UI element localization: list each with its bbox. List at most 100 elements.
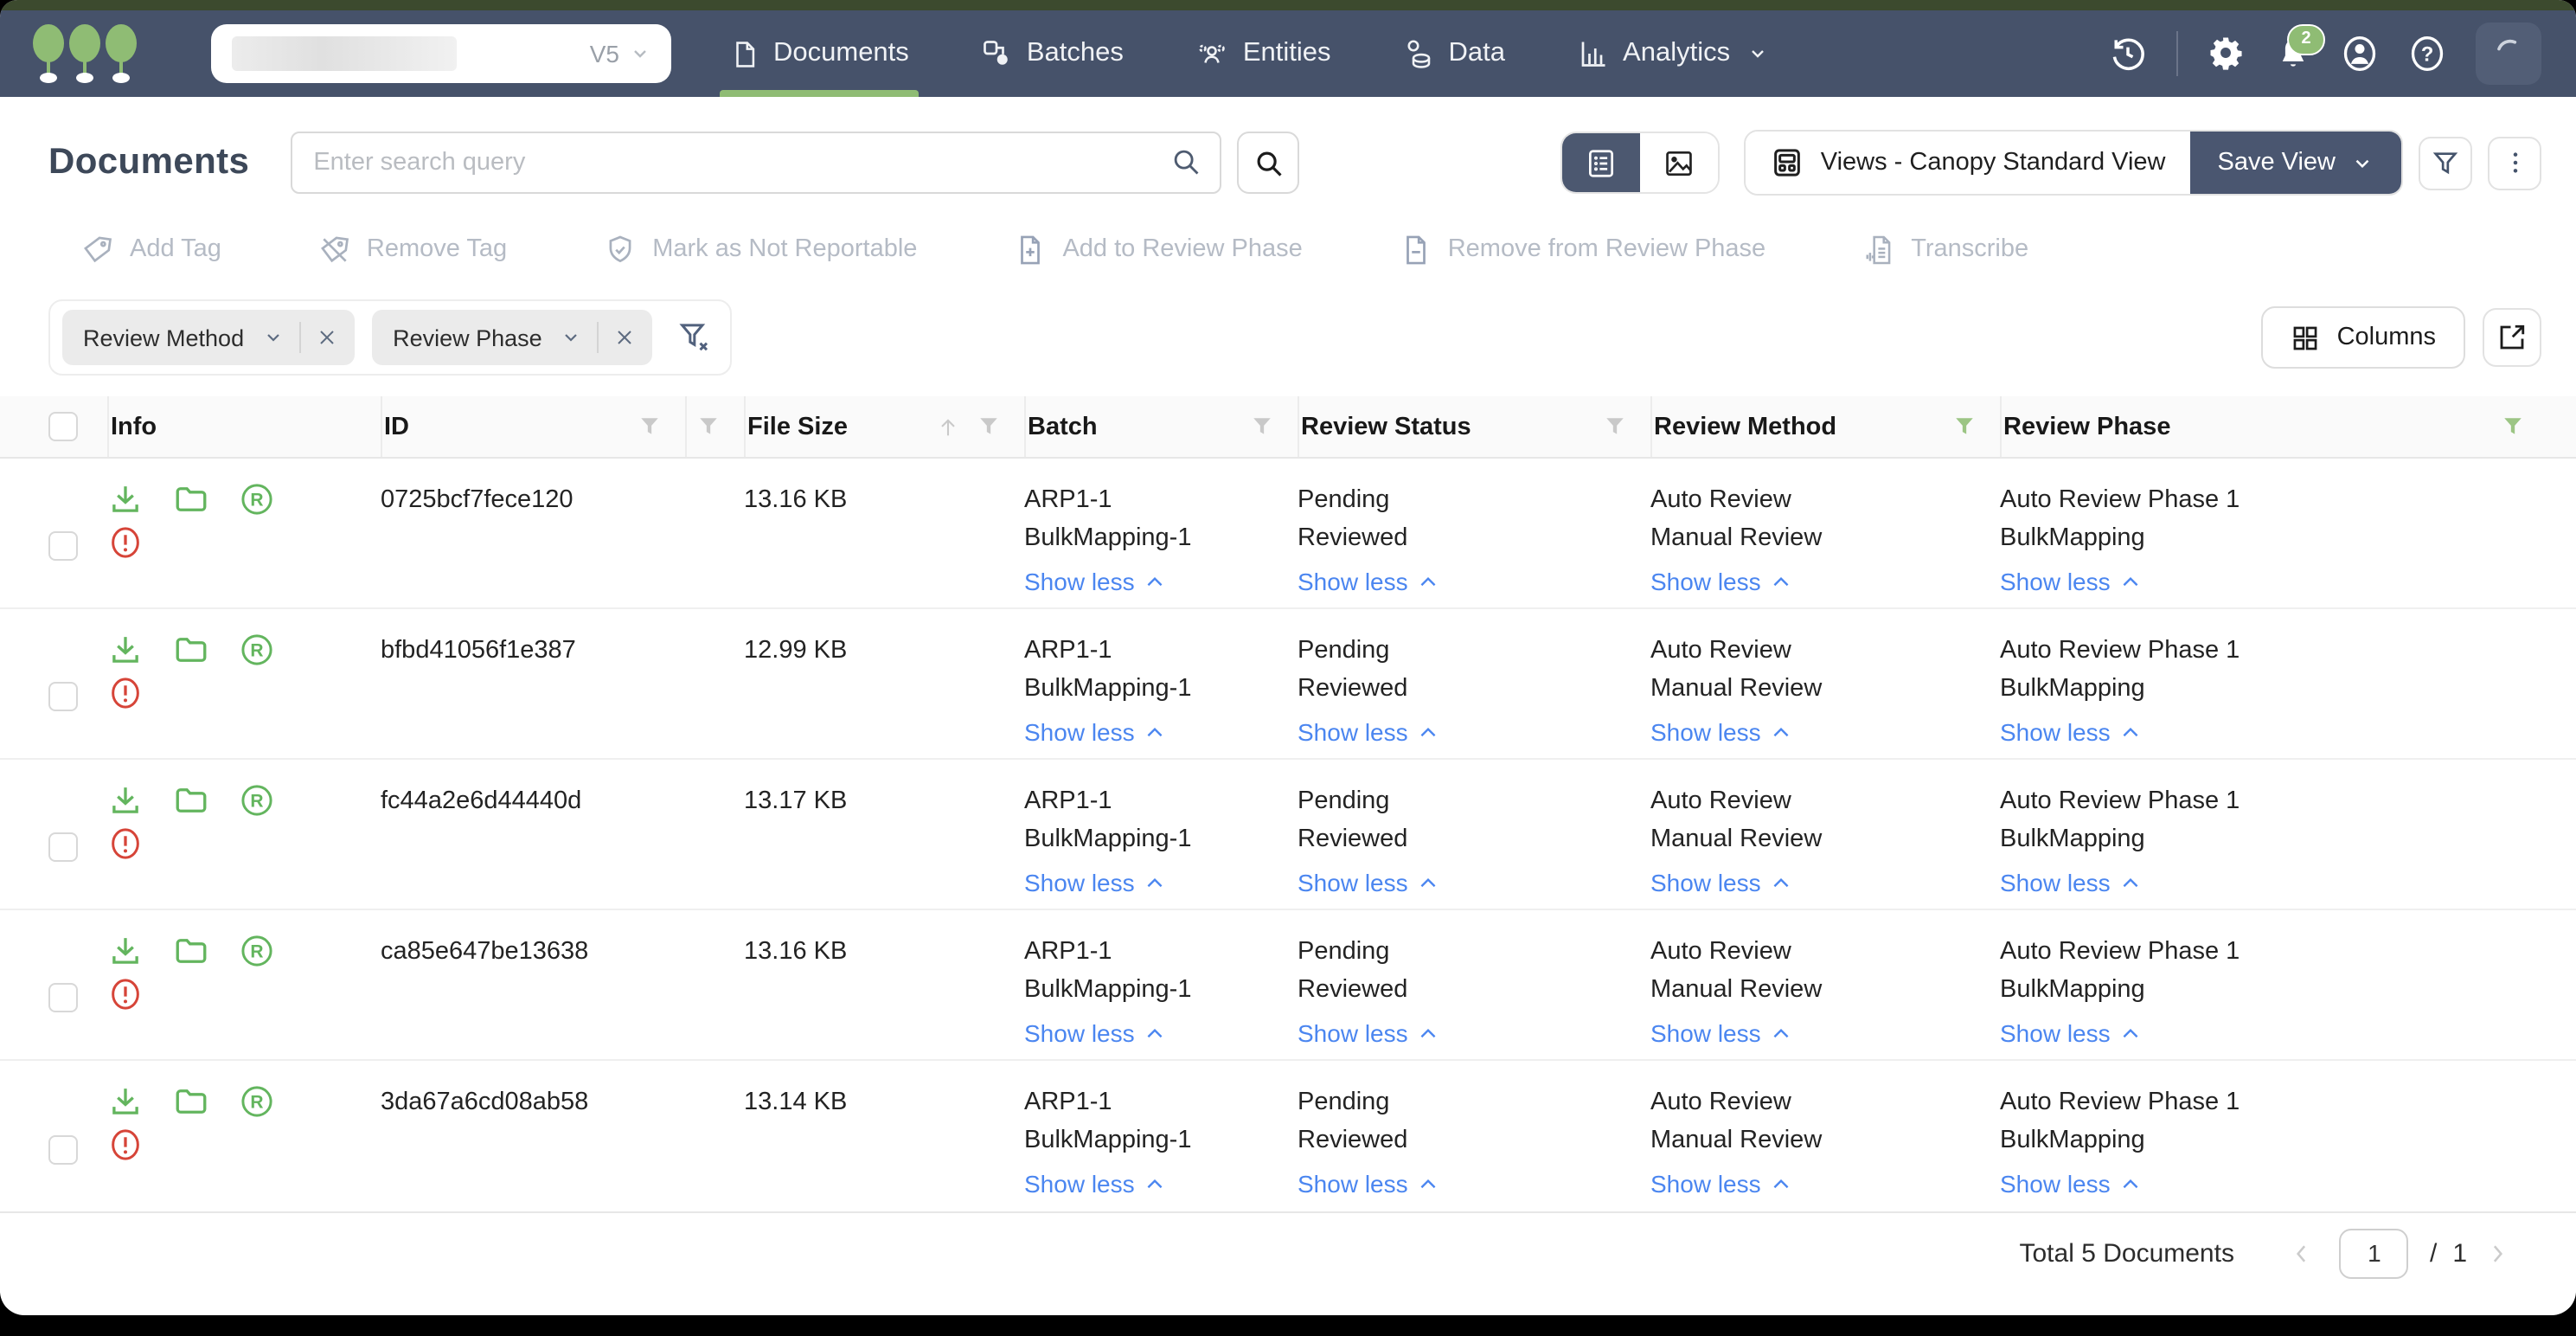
column-filter-icon[interactable] bbox=[697, 415, 720, 438]
reportable-icon[interactable]: R bbox=[239, 1083, 275, 1120]
reportable-icon[interactable]: R bbox=[239, 481, 275, 517]
show-less-link[interactable]: Show less bbox=[1650, 713, 2000, 751]
column-filter-icon[interactable] bbox=[1604, 415, 1626, 438]
tab-data[interactable]: Data bbox=[1400, 10, 1509, 97]
clear-all-filters-icon[interactable] bbox=[677, 320, 712, 355]
row-checkbox[interactable] bbox=[48, 531, 78, 561]
sort-asc-icon[interactable] bbox=[936, 414, 960, 439]
download-icon[interactable] bbox=[107, 933, 144, 969]
tab-batches[interactable]: Batches bbox=[978, 10, 1127, 97]
gallery-view-toggle[interactable] bbox=[1640, 133, 1719, 192]
download-icon[interactable] bbox=[107, 782, 144, 819]
alert-icon[interactable] bbox=[107, 976, 144, 1012]
show-less-link[interactable]: Show less bbox=[1024, 1014, 1298, 1052]
next-page-icon[interactable] bbox=[2484, 1240, 2510, 1266]
document-id[interactable]: 0725bcf7fece120 bbox=[381, 486, 574, 514]
show-less-link[interactable]: Show less bbox=[1298, 713, 1650, 751]
export-icon[interactable] bbox=[2483, 308, 2541, 367]
row-checkbox[interactable] bbox=[48, 832, 78, 862]
environment-select[interactable]: V5 bbox=[211, 24, 671, 83]
previous-page-icon[interactable] bbox=[2290, 1240, 2316, 1266]
table-row[interactable]: R 3da67a6cd08ab58 13.14 KB ARP1-1 BulkMa… bbox=[0, 1061, 2576, 1211]
folder-icon[interactable] bbox=[173, 1083, 209, 1120]
tab-analytics[interactable]: Analytics bbox=[1574, 10, 1772, 97]
show-less-link[interactable]: Show less bbox=[1650, 1014, 2000, 1052]
row-checkbox[interactable] bbox=[48, 983, 78, 1012]
show-less-link[interactable]: Show less bbox=[2000, 864, 2576, 902]
folder-icon[interactable] bbox=[173, 481, 209, 517]
remove-from-review-phase-action[interactable]: Remove from Review Phase bbox=[1400, 233, 1765, 266]
search-button[interactable] bbox=[1237, 132, 1300, 194]
show-less-link[interactable]: Show less bbox=[1024, 1165, 1298, 1203]
columns-button[interactable]: Columns bbox=[2260, 306, 2465, 369]
alert-icon[interactable] bbox=[107, 675, 144, 711]
download-icon[interactable] bbox=[107, 632, 144, 668]
remove-filter-icon[interactable] bbox=[317, 327, 337, 348]
show-less-link[interactable]: Show less bbox=[1024, 713, 1298, 751]
column-filter-icon[interactable] bbox=[977, 415, 1000, 438]
download-icon[interactable] bbox=[107, 481, 144, 517]
alert-icon[interactable] bbox=[107, 1127, 144, 1163]
views-select[interactable]: Views - Canopy Standard View bbox=[1746, 132, 2190, 194]
reportable-icon[interactable]: R bbox=[239, 782, 275, 819]
current-page-input[interactable]: 1 bbox=[2339, 1228, 2409, 1278]
document-id[interactable]: fc44a2e6d44440d bbox=[381, 787, 582, 815]
row-checkbox[interactable] bbox=[48, 682, 78, 711]
gear-icon[interactable] bbox=[2208, 35, 2246, 73]
more-options-button[interactable] bbox=[2488, 136, 2541, 189]
filter-button[interactable] bbox=[2419, 136, 2472, 189]
tab-documents[interactable]: Documents bbox=[720, 10, 920, 97]
column-filter-icon[interactable] bbox=[638, 415, 661, 438]
add-tag-action[interactable]: Add Tag bbox=[81, 233, 221, 266]
filter-chip-review-method[interactable]: Review Method bbox=[62, 310, 356, 365]
table-row[interactable]: R ca85e647be13638 13.16 KB ARP1-1 BulkMa… bbox=[0, 910, 2576, 1061]
show-less-link[interactable]: Show less bbox=[2000, 1014, 2576, 1052]
remove-filter-icon[interactable] bbox=[615, 327, 636, 348]
show-less-link[interactable]: Show less bbox=[1650, 1165, 2000, 1203]
show-less-link[interactable]: Show less bbox=[1298, 1165, 1650, 1203]
show-less-link[interactable]: Show less bbox=[1298, 562, 1650, 601]
show-less-link[interactable]: Show less bbox=[1650, 562, 2000, 601]
alert-icon[interactable] bbox=[107, 825, 144, 862]
reportable-icon[interactable]: R bbox=[239, 632, 275, 668]
show-less-link[interactable]: Show less bbox=[1298, 1014, 1650, 1052]
chevron-down-icon[interactable] bbox=[263, 327, 284, 348]
help-icon[interactable]: ? bbox=[2408, 35, 2446, 73]
alert-icon[interactable] bbox=[107, 524, 144, 561]
tab-entities[interactable]: Entities bbox=[1193, 10, 1335, 97]
show-less-link[interactable]: Show less bbox=[2000, 1165, 2576, 1203]
row-checkbox[interactable] bbox=[48, 1134, 78, 1164]
show-less-link[interactable]: Show less bbox=[1024, 864, 1298, 902]
table-row[interactable]: R fc44a2e6d44440d 13.17 KB ARP1-1 BulkMa… bbox=[0, 760, 2576, 910]
column-filter-icon[interactable] bbox=[2502, 415, 2524, 438]
mark-not-reportable-action[interactable]: Mark as Not Reportable bbox=[604, 233, 917, 266]
filter-chip-review-phase[interactable]: Review Phase bbox=[372, 310, 653, 365]
select-all-checkbox[interactable] bbox=[48, 412, 78, 441]
folder-icon[interactable] bbox=[173, 782, 209, 819]
save-view-button[interactable]: Save View bbox=[2189, 132, 2401, 194]
remove-tag-action[interactable]: Remove Tag bbox=[318, 233, 507, 266]
show-less-link[interactable]: Show less bbox=[1024, 562, 1298, 601]
document-id[interactable]: bfbd41056f1e387 bbox=[381, 637, 576, 665]
folder-icon[interactable] bbox=[173, 933, 209, 969]
transcribe-action[interactable]: Transcribe bbox=[1862, 233, 2028, 266]
download-icon[interactable] bbox=[107, 1083, 144, 1120]
list-view-toggle[interactable] bbox=[1562, 133, 1641, 192]
show-less-link[interactable]: Show less bbox=[2000, 713, 2576, 751]
add-to-review-phase-action[interactable]: Add to Review Phase bbox=[1014, 233, 1303, 266]
search-input[interactable] bbox=[291, 132, 1222, 194]
history-icon[interactable] bbox=[2109, 35, 2147, 73]
user-icon[interactable] bbox=[2341, 35, 2379, 73]
show-less-link[interactable]: Show less bbox=[1298, 864, 1650, 902]
table-row[interactable]: R 0725bcf7fece120 13.16 KB ARP1-1 BulkMa… bbox=[0, 459, 2576, 609]
document-id[interactable]: ca85e647be13638 bbox=[381, 938, 589, 966]
table-row[interactable]: R bfbd41056f1e387 12.99 KB ARP1-1 BulkMa… bbox=[0, 609, 2576, 760]
reportable-icon[interactable]: R bbox=[239, 933, 275, 969]
document-id[interactable]: 3da67a6cd08ab58 bbox=[381, 1089, 589, 1116]
show-less-link[interactable]: Show less bbox=[2000, 562, 2576, 601]
column-filter-icon[interactable] bbox=[1953, 415, 1976, 438]
notifications-bell[interactable]: 2 bbox=[2275, 23, 2325, 72]
show-less-link[interactable]: Show less bbox=[1650, 864, 2000, 902]
chevron-down-icon[interactable] bbox=[561, 327, 582, 348]
folder-icon[interactable] bbox=[173, 632, 209, 668]
